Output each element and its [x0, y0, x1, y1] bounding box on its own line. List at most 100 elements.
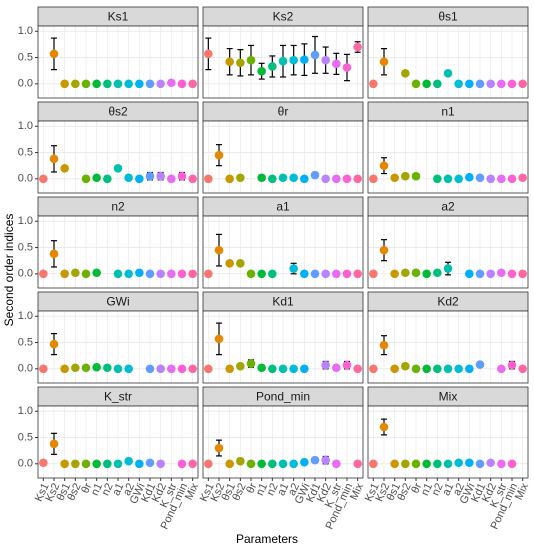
- point: [332, 363, 341, 373]
- point: [49, 339, 59, 349]
- point: [518, 173, 527, 183]
- y-tick-label: 0.5: [18, 51, 33, 63]
- point: [188, 174, 197, 184]
- x-tick-label: a1: [440, 481, 456, 497]
- point: [167, 78, 176, 88]
- y-tick-label: 0.0: [18, 268, 33, 280]
- point: [486, 458, 495, 468]
- point: [433, 79, 442, 89]
- point: [390, 459, 399, 469]
- point: [60, 79, 69, 89]
- point: [507, 459, 517, 469]
- point: [278, 459, 288, 469]
- y-tick-label: 0.5: [18, 431, 33, 443]
- point: [369, 79, 378, 89]
- point: [379, 245, 389, 255]
- point: [465, 269, 474, 279]
- panel-title: n1: [441, 105, 455, 119]
- point: [353, 42, 362, 52]
- point: [422, 364, 431, 374]
- point: [214, 334, 224, 344]
- point: [321, 174, 330, 184]
- point: [486, 79, 495, 89]
- point: [257, 173, 266, 183]
- point: [113, 79, 123, 89]
- point: [278, 364, 288, 374]
- point: [103, 174, 112, 184]
- point: [369, 174, 378, 184]
- point: [443, 264, 453, 273]
- point: [236, 456, 245, 466]
- point: [236, 258, 245, 268]
- point: [332, 459, 341, 469]
- point: [401, 459, 410, 469]
- point: [486, 174, 495, 184]
- point: [92, 79, 101, 89]
- y-tick-label: 1.0: [18, 25, 33, 37]
- point: [518, 79, 527, 89]
- point: [60, 269, 69, 279]
- point: [214, 150, 224, 160]
- point: [39, 364, 48, 374]
- point: [246, 359, 256, 368]
- point: [236, 361, 245, 371]
- point: [103, 363, 112, 373]
- point: [289, 459, 298, 469]
- point: [268, 174, 277, 184]
- point: [422, 79, 431, 89]
- panel-title: GWi: [106, 295, 129, 309]
- point: [71, 459, 80, 469]
- x-tick-label: n2: [265, 481, 281, 497]
- point: [443, 364, 453, 374]
- point: [124, 364, 133, 374]
- point: [204, 459, 213, 469]
- y-tick-label: 0.0: [18, 458, 33, 470]
- point: [145, 458, 155, 468]
- point: [289, 364, 298, 374]
- point: [300, 55, 309, 64]
- point: [225, 258, 234, 268]
- point: [465, 79, 474, 89]
- point: [454, 174, 463, 184]
- panel-title: Kd2: [437, 295, 459, 309]
- point: [60, 163, 69, 173]
- x-tick-label: n2: [100, 481, 116, 497]
- point: [411, 459, 421, 469]
- point: [486, 269, 495, 279]
- panel-title: a1: [276, 200, 290, 214]
- point: [246, 269, 256, 279]
- point: [124, 269, 133, 279]
- point: [411, 364, 421, 374]
- point: [246, 459, 256, 469]
- point: [113, 364, 123, 374]
- point: [81, 459, 91, 469]
- point: [342, 63, 352, 72]
- point: [39, 269, 48, 279]
- point: [342, 269, 352, 279]
- point: [156, 364, 165, 374]
- point: [411, 268, 421, 278]
- point: [507, 360, 517, 370]
- point: [497, 268, 506, 278]
- panel-title: Ks2: [273, 10, 294, 24]
- point: [145, 79, 155, 89]
- point: [81, 363, 91, 373]
- point: [507, 79, 517, 89]
- panel-border: [37, 120, 199, 194]
- point: [401, 68, 410, 78]
- point: [433, 364, 442, 374]
- point: [507, 269, 517, 279]
- point: [257, 363, 266, 373]
- point: [60, 364, 69, 374]
- point: [113, 163, 123, 173]
- point: [332, 269, 341, 279]
- point: [92, 173, 101, 183]
- point: [204, 364, 213, 374]
- x-tick-label: a2: [286, 481, 302, 497]
- point: [156, 171, 165, 181]
- point: [71, 363, 80, 373]
- point: [289, 173, 298, 183]
- point: [475, 459, 485, 469]
- point: [401, 171, 410, 181]
